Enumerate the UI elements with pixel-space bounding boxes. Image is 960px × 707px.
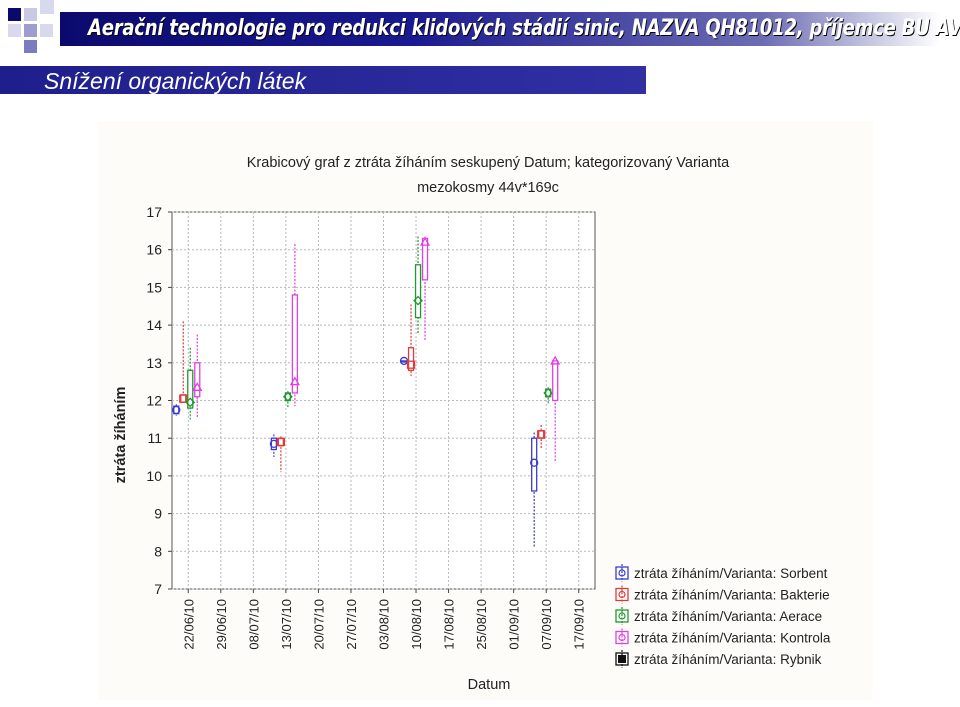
- chart-title: Krabicový graf z ztráta žíháním seskupen…: [247, 155, 730, 171]
- iqr-box: [180, 394, 187, 404]
- subtitle-bar: [0, 66, 646, 94]
- iqr-box: [400, 360, 408, 363]
- legend-label: ztráta žíháním/Varianta: Kontrola: [634, 631, 831, 646]
- box-2-0: [185, 347, 196, 420]
- x-axis-label: Datum: [468, 677, 511, 693]
- iqr-box: [407, 347, 415, 371]
- median-marker: [413, 295, 423, 306]
- iqr-box: [531, 437, 538, 492]
- iqr-box: [414, 264, 422, 319]
- median-marker: [192, 381, 203, 391]
- median-marker: [172, 405, 181, 415]
- title-bar: [60, 12, 940, 46]
- box-1-0: [179, 321, 188, 404]
- y-tick-label: 9: [154, 506, 162, 522]
- iqr-box: [187, 369, 194, 409]
- chart-frame: Krabicový graf z ztráta žíháním seskupen…: [98, 121, 873, 700]
- legend-item-2: ztráta žíháním/Varianta: Aerace: [615, 607, 822, 625]
- x-tick-label: 01/09/10: [507, 599, 522, 650]
- x-tick-label: 08/07/10: [246, 599, 261, 650]
- y-axis-label: ztráta žíháním: [113, 387, 129, 484]
- box-3-7: [419, 236, 431, 341]
- legend-marker: [618, 655, 626, 663]
- chart-subtitle: mezokosmy 44v*169c: [417, 180, 559, 196]
- x-tick-label: 22/06/10: [181, 599, 196, 650]
- slide-subtitle: Snížení organických látek: [44, 68, 307, 94]
- y-tick-label: 8: [154, 543, 162, 559]
- box-1-11: [537, 425, 546, 450]
- page-title: Aerační technologie pro redukci klidovýc…: [88, 16, 960, 41]
- y-tick-label: 12: [146, 393, 162, 409]
- x-tick-label: 17/08/10: [442, 599, 457, 650]
- median-marker: [185, 397, 196, 408]
- legend-item-1: ztráta žíháním/Varianta: Bakterie: [615, 585, 830, 604]
- iqr-box: [291, 294, 299, 394]
- iqr-box: [194, 362, 201, 398]
- x-tick-label: 10/08/10: [409, 599, 424, 650]
- box-0-11: [530, 432, 539, 548]
- y-tick-label: 10: [146, 468, 162, 484]
- y-tick-label: 7: [154, 581, 162, 597]
- median-marker: [543, 388, 554, 398]
- median-marker: [276, 437, 286, 447]
- box-3-11: [550, 355, 561, 461]
- legend-marker: [618, 612, 626, 620]
- x-tick-label: 27/07/10: [344, 599, 359, 650]
- y-tick-label: 11: [147, 430, 162, 446]
- legend-marker: [618, 590, 626, 599]
- y-tick-label: 13: [146, 355, 162, 371]
- y-tick-label: 16: [146, 242, 162, 258]
- y-tick-label: 17: [146, 204, 162, 220]
- median-marker: [419, 236, 431, 246]
- iqr-box: [277, 437, 285, 447]
- x-tick-label: 25/08/10: [474, 599, 489, 650]
- iqr-box: [552, 360, 559, 402]
- legend-item-0: ztráta žíháním/Varianta: Sorbent: [615, 564, 828, 582]
- x-tick-label: 17/09/10: [572, 599, 587, 650]
- iqr-box: [270, 437, 278, 451]
- box-1-3: [276, 436, 286, 473]
- median-marker: [406, 360, 416, 369]
- box-2-7: [413, 236, 423, 335]
- legend-marker: [618, 633, 626, 642]
- box-2-3: [282, 391, 293, 409]
- median-marker: [289, 376, 301, 386]
- median-marker: [530, 458, 539, 467]
- legend-label: ztráta žíháním/Varianta: Rybnik: [634, 652, 822, 667]
- x-tick-label: 20/07/10: [311, 599, 326, 650]
- median-marker: [179, 394, 188, 403]
- median-marker: [537, 430, 546, 439]
- box-3-3: [289, 244, 301, 407]
- box-1-7: [406, 304, 416, 376]
- legend-label: ztráta žíháním/Varianta: Sorbent: [634, 566, 828, 581]
- legend-item-4: ztráta žíháním/Varianta: Rybnik: [615, 650, 822, 668]
- iqr-box: [538, 430, 545, 439]
- legend-item-3: ztráta žíháním/Varianta: Kontrola: [615, 628, 831, 647]
- y-tick-label: 15: [146, 279, 162, 295]
- box-3-0: [192, 334, 203, 418]
- corner-squares-logo: [8, 0, 54, 53]
- box-2-11: [543, 387, 554, 405]
- legend-label: ztráta žíháním/Varianta: Bakterie: [634, 588, 830, 603]
- x-tick-label: 13/07/10: [279, 599, 294, 650]
- median-marker: [550, 355, 561, 365]
- y-tick-label: 14: [146, 317, 162, 333]
- x-tick-label: 03/08/10: [377, 599, 392, 650]
- box-0-0: [172, 404, 181, 416]
- legend-label: ztráta žíháním/Varianta: Aerace: [634, 609, 822, 624]
- median-marker: [282, 391, 293, 402]
- x-tick-label: 29/06/10: [214, 599, 229, 650]
- x-tick-label: 07/09/10: [539, 599, 554, 650]
- legend-marker: [618, 569, 626, 577]
- box-plot-chart: Krabicový graf z ztráta žíháním seskupen…: [113, 155, 831, 693]
